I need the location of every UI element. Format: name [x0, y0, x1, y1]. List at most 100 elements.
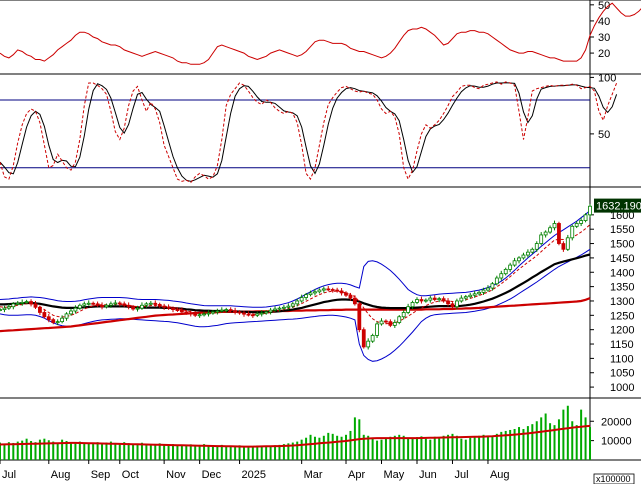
candle-body — [73, 307, 78, 312]
volume-bar — [313, 436, 316, 460]
adx-line — [0, 2, 641, 65]
candle-body — [543, 231, 548, 236]
price-tick-label: 1100 — [610, 353, 634, 365]
volume-bar — [575, 425, 578, 460]
price-tick-label: 1250 — [610, 310, 634, 322]
candle-body — [432, 297, 437, 300]
candle-body — [55, 321, 60, 324]
volume-bar — [234, 446, 237, 460]
candle-body — [64, 313, 69, 319]
volume-bar — [282, 444, 285, 460]
candle-body — [202, 313, 206, 316]
volume-bar — [491, 435, 494, 460]
price-tick-label: 1000 — [610, 382, 634, 394]
volume-bar — [331, 433, 334, 460]
candle-body — [242, 312, 246, 315]
candle-body — [503, 268, 508, 275]
x-tick-label: Mar — [304, 469, 323, 481]
candle-body — [77, 304, 82, 309]
candle-body — [11, 303, 16, 308]
volume-bar — [322, 435, 325, 460]
x-tick-label: Apr — [348, 469, 365, 481]
volume-bar — [101, 443, 104, 460]
stoch-tick-label: 50 — [598, 129, 610, 141]
adx-panel: 50 40 30 20 — [0, 0, 641, 74]
candle-body — [193, 313, 198, 316]
candle-body — [588, 205, 592, 216]
candle-body — [140, 304, 144, 309]
candle-body — [131, 306, 135, 310]
candle-body — [468, 294, 473, 298]
candle-body — [441, 298, 446, 302]
volume-bar — [500, 431, 503, 460]
volume-multiplier-box — [593, 473, 635, 484]
volume-bar — [424, 438, 427, 460]
volume-bar — [189, 444, 192, 460]
price-tick-label: 1600 — [610, 210, 634, 222]
candle-body — [82, 303, 87, 306]
volume-bar — [384, 437, 387, 460]
mid-ma-line — [0, 253, 591, 314]
adx-tick-label: 20 — [598, 48, 610, 60]
candle-body — [512, 260, 517, 266]
volume-bar — [167, 444, 170, 460]
candle-body — [446, 300, 450, 305]
candle-body — [308, 292, 313, 296]
volume-bar — [123, 442, 126, 460]
volume-bar — [109, 441, 112, 460]
volume-bar — [291, 442, 294, 460]
volume-bar — [478, 435, 481, 460]
volume-bar — [176, 444, 179, 460]
volume-bar — [584, 417, 587, 460]
candle-body — [419, 299, 424, 302]
candle-body — [184, 311, 189, 314]
volume-bar — [65, 441, 68, 460]
volume-bar — [300, 439, 303, 460]
candle-body — [317, 289, 322, 293]
x-tick-label: Jul — [2, 469, 16, 481]
volume-bar — [451, 433, 454, 460]
volume-bar — [318, 437, 321, 460]
volume-bar — [140, 442, 143, 460]
candle-body — [122, 303, 127, 306]
candle-body — [486, 287, 490, 291]
candle-body — [179, 309, 184, 313]
candle-body — [95, 303, 100, 306]
candle-body — [481, 289, 486, 293]
candle-body — [521, 254, 526, 259]
candle-body — [255, 313, 260, 316]
volume-bar — [460, 438, 463, 460]
candle-body — [508, 264, 513, 270]
volume-bar — [380, 439, 383, 460]
volume-bar — [203, 444, 206, 460]
candle-body — [295, 300, 300, 305]
candle-body — [570, 225, 575, 239]
candle-body — [211, 311, 215, 314]
volume-bar — [96, 442, 99, 460]
price-tick-label: 1200 — [610, 325, 634, 337]
volume-bar — [247, 446, 250, 460]
candle-body — [455, 300, 459, 308]
volume-bar — [526, 426, 529, 460]
volume-bar — [566, 405, 569, 460]
volume-bar — [353, 417, 356, 460]
volume-bar — [74, 442, 77, 460]
volume-bar — [407, 437, 410, 460]
volume-bar — [518, 427, 521, 460]
volume-bar — [464, 439, 467, 460]
volume-bar — [3, 443, 6, 460]
candle-body — [539, 234, 544, 244]
last-price-badge — [594, 198, 641, 213]
volume-bar — [309, 434, 312, 460]
candle-body — [375, 323, 379, 336]
volume-bar — [78, 441, 81, 460]
candle-body — [228, 309, 233, 312]
volume-bar — [251, 446, 254, 460]
volume-bar — [589, 427, 591, 460]
candle-body — [477, 291, 481, 295]
volume-bar — [362, 434, 365, 460]
volume-bar — [287, 443, 290, 460]
volume-bar — [136, 443, 139, 460]
x-tick-label: Jul — [454, 469, 468, 481]
